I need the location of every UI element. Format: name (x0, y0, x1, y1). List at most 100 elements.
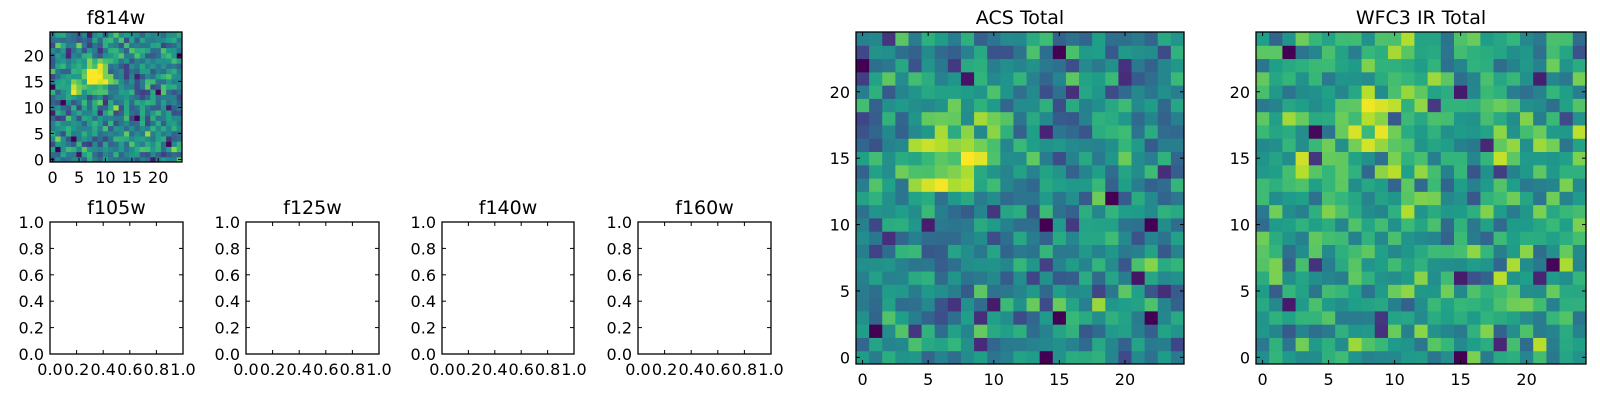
heatmap-cell (1493, 337, 1508, 352)
heatmap-cell (1256, 271, 1270, 285)
heatmap-cell (139, 32, 146, 38)
heatmap-cell (113, 125, 120, 132)
heatmap-cell (934, 271, 949, 285)
heatmap-cell (123, 125, 130, 132)
heatmap-cell (97, 78, 104, 85)
heatmap-cell (1308, 85, 1323, 99)
heatmap-cell (1427, 138, 1442, 153)
heatmap-cell (1000, 271, 1014, 285)
heatmap-cell (1361, 151, 1376, 166)
heatmap-cell (1559, 164, 1574, 179)
heatmap-cell (1131, 244, 1146, 259)
heatmap-cell (1572, 204, 1587, 219)
heatmap-cell (987, 297, 1001, 312)
heatmap-cell (81, 68, 88, 75)
heatmap-cell (869, 324, 883, 338)
y-tick-label: 1.0 (19, 213, 44, 232)
heatmap-cell (1533, 284, 1547, 299)
heatmap-cell (129, 58, 135, 64)
heatmap-cell (113, 94, 120, 101)
heatmap-cell (1256, 85, 1270, 99)
heatmap-cell (129, 42, 135, 49)
heatmap-cell (1269, 217, 1283, 232)
heatmap-cell (1052, 257, 1067, 272)
heatmap-cell (1440, 271, 1455, 285)
heatmap-cell (86, 73, 93, 80)
heatmap-cell (123, 156, 130, 163)
heatmap-cell (1118, 284, 1133, 299)
heatmap-cell (1572, 257, 1587, 272)
heatmap-cell (1414, 85, 1429, 99)
heatmap-cell (71, 73, 77, 80)
heatmap-cell (1533, 45, 1547, 60)
heatmap-cell (160, 146, 167, 153)
heatmap-cell (1388, 45, 1402, 60)
heatmap-cell (1026, 271, 1041, 285)
heatmap-cell (76, 78, 83, 85)
heatmap-cell (1065, 271, 1080, 285)
heatmap-cell (55, 99, 62, 106)
heatmap-cell (1506, 45, 1521, 60)
heatmap-cell (134, 89, 141, 95)
heatmap-cell (145, 151, 151, 158)
heatmap-cell (947, 71, 962, 86)
heatmap-cell (118, 63, 125, 69)
heatmap-cell (1533, 164, 1547, 179)
heatmap-cell (1533, 337, 1547, 352)
heatmap-cell (974, 124, 988, 139)
heatmap-cell (1454, 32, 1468, 46)
heatmap-cell (1282, 111, 1297, 126)
heatmap-cell (1092, 324, 1106, 338)
heatmap-cell (1144, 98, 1159, 113)
heatmap-cell (108, 47, 114, 54)
heatmap-cell (86, 104, 93, 111)
heatmap-cell (55, 141, 62, 147)
heatmap-cell (934, 138, 949, 153)
x-tick-label: 0.2 (260, 360, 285, 379)
heatmap-cell (65, 125, 72, 132)
heatmap-cell (1493, 71, 1508, 86)
heatmap-cell (155, 47, 162, 54)
heatmap-cell (1533, 151, 1547, 166)
heatmap-cell (50, 110, 56, 116)
axes-frame (441, 221, 575, 355)
heatmap-cell (1440, 178, 1455, 192)
heatmap-cell (1454, 85, 1468, 99)
heatmap-cell (1308, 231, 1323, 245)
heatmap-cell (1131, 124, 1146, 139)
heatmap-cell (145, 84, 151, 90)
heatmap-cell (139, 146, 146, 153)
heatmap-cell (1039, 297, 1054, 312)
heatmap-cell (1427, 284, 1442, 299)
heatmap-cell (134, 78, 141, 85)
heatmap-cell (1361, 244, 1376, 259)
heatmap-cell (1493, 204, 1508, 219)
heatmap-cell (1401, 164, 1415, 179)
heatmap-cell (71, 104, 77, 111)
heatmap-cell (139, 99, 146, 106)
heatmap-cell (1144, 217, 1159, 232)
heatmap-cell (1388, 244, 1402, 259)
heatmap-cell (1105, 217, 1119, 232)
heatmap-cell (1039, 350, 1054, 365)
heatmap-cell (987, 45, 1001, 60)
heatmap-cell (171, 94, 178, 101)
heatmap-cell (882, 178, 896, 192)
heatmap-cell (1493, 324, 1508, 338)
heatmap-cell (1157, 297, 1172, 312)
heatmap-cell (171, 104, 178, 111)
heatmap-cell (145, 63, 151, 69)
heatmap-cell (1269, 151, 1283, 166)
heatmap-cell (1295, 257, 1310, 272)
heatmap-cell (1026, 111, 1041, 126)
heatmap-cell (1440, 204, 1455, 219)
heatmap-cell (1322, 45, 1336, 60)
heatmap-cell (1559, 151, 1574, 166)
heatmap-cell (934, 58, 949, 73)
heatmap-cell (123, 146, 130, 153)
heatmap-cell (908, 231, 923, 245)
heatmap-cell (1282, 271, 1297, 285)
heatmap-cell (86, 78, 93, 85)
heatmap-cell (1013, 138, 1028, 153)
heatmap-cell (1256, 204, 1270, 219)
